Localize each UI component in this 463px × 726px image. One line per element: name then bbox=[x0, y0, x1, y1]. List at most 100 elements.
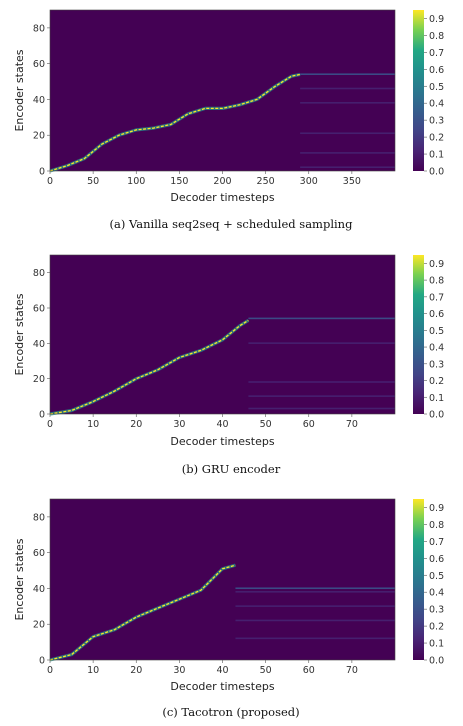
y-tick-label: 20 bbox=[33, 374, 45, 385]
colorbar-tick-label: 0.9 bbox=[429, 503, 444, 514]
y-tick-label: 40 bbox=[33, 584, 45, 595]
trailing-attention-row bbox=[300, 152, 395, 154]
trailing-attention-row bbox=[248, 317, 395, 320]
colorbar-tick-label: 0.8 bbox=[429, 276, 444, 287]
trailing-attention-row bbox=[300, 102, 395, 104]
colorbar-tick-label: 0.2 bbox=[429, 376, 444, 387]
colorbar-tick-label: 0.3 bbox=[429, 116, 444, 127]
x-tick-label: 200 bbox=[213, 176, 231, 187]
x-tick-label: 0 bbox=[47, 176, 53, 187]
y-tick-label: 60 bbox=[33, 548, 45, 559]
trailing-attention-row bbox=[300, 87, 395, 90]
x-tick-label: 20 bbox=[130, 419, 142, 430]
x-tick-label: 70 bbox=[346, 665, 358, 676]
y-tick-label: 60 bbox=[33, 304, 45, 315]
heatmap-background bbox=[50, 10, 395, 171]
x-tick-label: 10 bbox=[87, 419, 99, 430]
x-axis-label: Decoder timesteps bbox=[170, 191, 274, 204]
y-tick-label: 80 bbox=[33, 512, 45, 523]
trailing-attention-row bbox=[248, 381, 395, 383]
colorbar-tick-label: 0.4 bbox=[429, 99, 444, 110]
trailing-attention-row bbox=[300, 73, 395, 75]
y-tick-label: 20 bbox=[33, 620, 45, 631]
trailing-attention-row bbox=[248, 342, 395, 344]
alignment-path bbox=[49, 73, 301, 172]
colorbar-tick-label: 0.3 bbox=[429, 605, 444, 616]
y-tick-label: 80 bbox=[33, 268, 45, 279]
colorbar-tick-label: 0.2 bbox=[429, 622, 444, 633]
trailing-attention-row bbox=[248, 407, 395, 410]
colorbar-tick-label: 0.8 bbox=[429, 520, 444, 531]
y-tick-label: 0 bbox=[39, 167, 45, 178]
x-tick-label: 40 bbox=[216, 419, 228, 430]
colorbar-tick-label: 0.4 bbox=[429, 588, 444, 599]
y-tick-label: 40 bbox=[33, 339, 45, 350]
x-tick-label: 50 bbox=[260, 419, 272, 430]
colorbar-tick-label: 0.0 bbox=[429, 656, 444, 667]
colorbar-tick-label: 0.4 bbox=[429, 343, 444, 354]
colorbar-tick-label: 0.9 bbox=[429, 259, 444, 270]
colorbar-tick-label: 0.2 bbox=[429, 133, 444, 144]
x-axis-label: Decoder timesteps bbox=[170, 435, 274, 448]
y-axis-label: Encoder states bbox=[13, 49, 26, 131]
alignment-path bbox=[49, 564, 236, 661]
colorbar-tick-label: 0.7 bbox=[429, 292, 444, 303]
x-tick-label: 60 bbox=[303, 419, 315, 430]
colorbar-tick-label: 0.6 bbox=[429, 65, 444, 76]
colorbar-tick-label: 0.1 bbox=[429, 150, 444, 161]
colorbar bbox=[413, 10, 424, 171]
x-axis-label: Decoder timesteps bbox=[170, 680, 274, 693]
colorbar-tick-label: 0.7 bbox=[429, 537, 444, 548]
y-axis-label: Encoder states bbox=[13, 538, 26, 620]
trailing-attention-row bbox=[235, 591, 395, 593]
x-tick-label: 30 bbox=[173, 419, 185, 430]
y-tick-label: 0 bbox=[39, 410, 45, 421]
panel-caption: (a) Vanilla seq2seq + scheduled sampling bbox=[110, 217, 354, 231]
x-tick-label: 70 bbox=[346, 419, 358, 430]
colorbar-tick-label: 0.0 bbox=[429, 167, 444, 178]
panel-caption: (c) Tacotron (proposed) bbox=[162, 705, 299, 719]
trailing-attention-row bbox=[300, 166, 395, 169]
x-tick-label: 250 bbox=[257, 176, 275, 187]
heatmap-background bbox=[50, 255, 395, 414]
x-tick-label: 100 bbox=[127, 176, 145, 187]
x-tick-label: 300 bbox=[300, 176, 318, 187]
x-tick-label: 60 bbox=[303, 665, 315, 676]
alignment-path bbox=[49, 319, 249, 415]
heatmap-panel-2: 0 10 20 30 40 50 60 70 0 20 40 60 80 Decoder timestep… bbox=[13, 254, 444, 476]
colorbar-tick-label: 0.6 bbox=[429, 554, 444, 565]
x-tick-label: 50 bbox=[260, 665, 272, 676]
x-tick-label: 40 bbox=[216, 665, 228, 676]
colorbar-tick-label: 0.9 bbox=[429, 14, 444, 25]
colorbar-tick-label: 0.5 bbox=[429, 82, 444, 93]
colorbar-tick-label: 0.1 bbox=[429, 639, 444, 650]
trailing-attention-row bbox=[235, 605, 395, 607]
colorbar-tick-label: 0.5 bbox=[429, 571, 444, 582]
panel-caption: (b) GRU encoder bbox=[182, 462, 281, 476]
colorbar-tick-label: 0.1 bbox=[429, 393, 444, 404]
colorbar bbox=[413, 255, 424, 414]
colorbar-tick-label: 0.0 bbox=[429, 410, 444, 421]
y-tick-label: 60 bbox=[33, 59, 45, 70]
x-tick-label: 50 bbox=[87, 176, 99, 187]
trailing-attention-row bbox=[248, 395, 395, 397]
x-tick-label: 0 bbox=[47, 665, 53, 676]
y-tick-label: 0 bbox=[39, 656, 45, 667]
trailing-attention-row bbox=[235, 619, 395, 622]
x-tick-label: 30 bbox=[173, 665, 185, 676]
colorbar-tick-label: 0.5 bbox=[429, 326, 444, 337]
trailing-attention-row bbox=[300, 132, 395, 135]
x-tick-label: 20 bbox=[130, 665, 142, 676]
heatmap-panel-3: 0 10 20 30 40 50 60 70 0 20 40 60 80 Decoder timestep… bbox=[13, 498, 444, 719]
heatmap-panel-1: 0 50 100 150 200 250 300 350 0 20 40 60 80 Decoder ti… bbox=[13, 9, 444, 231]
y-tick-label: 40 bbox=[33, 95, 45, 106]
colorbar-tick-label: 0.6 bbox=[429, 309, 444, 320]
y-axis-label: Encoder states bbox=[13, 293, 26, 375]
trailing-attention-row bbox=[235, 637, 395, 640]
x-tick-label: 0 bbox=[47, 419, 53, 430]
colorbar-tick-label: 0.3 bbox=[429, 359, 444, 370]
y-tick-label: 20 bbox=[33, 131, 45, 142]
heatmap-background bbox=[50, 499, 395, 660]
trailing-attention-row bbox=[235, 587, 395, 590]
